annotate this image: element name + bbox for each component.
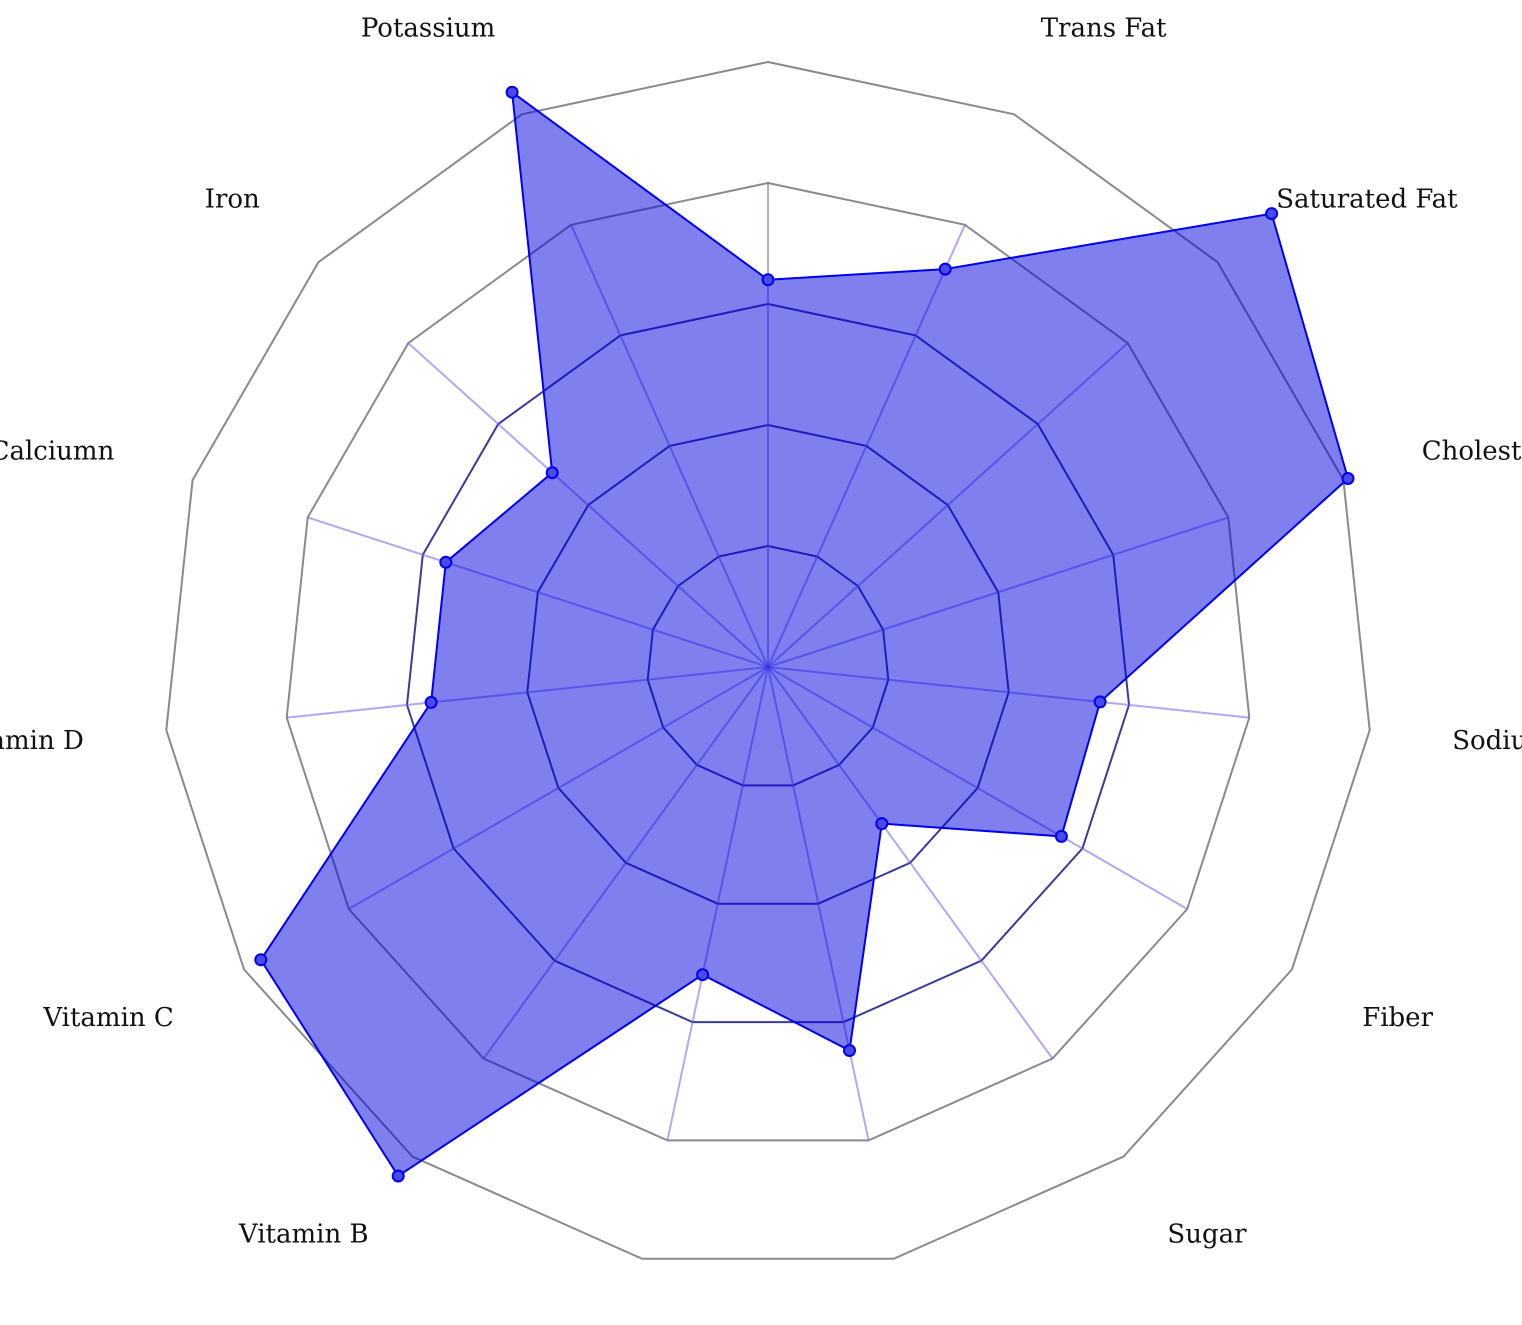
data-series [254,85,1355,1183]
axis-label-vitamin-d: Vitamin D [0,726,84,756]
data-point-vitamin-b [391,1169,405,1183]
data-point-vitamin-a [696,968,710,982]
data-point-calciumn [439,555,453,569]
axis-label-cholesterol: Cholesterol [1422,437,1522,467]
axis-label-calciumn: Calciumn [0,437,115,467]
data-point-sugar [875,817,889,831]
data-point-vitamin-d [424,695,438,709]
axis-label-sugar: Sugar [1167,1219,1247,1249]
axis-label-saturated-fat: Saturated Fat [1276,185,1458,215]
data-point-fiber [1054,829,1068,843]
data-point-trans-fat [938,262,952,276]
data-point-potassium [505,85,519,99]
data-point-saturated-fat [1265,207,1279,221]
axis-label-potassium: Potassium [361,14,495,44]
axis-label-vitamin-b: Vitamin B [238,1219,369,1249]
data-point-sodium [1093,695,1107,709]
data-point-protein [843,1044,856,1057]
axis-label-vitamin-c: Vitamin C [42,1003,173,1033]
series-area [259,90,1350,1178]
data-point-iron [545,466,559,480]
data-point-total-fat [761,273,775,287]
axis-label-iron: Iron [205,185,260,215]
axis-label-sodium: Sodium [1452,726,1522,756]
axis-label-trans-fat: Trans Fat [1041,14,1167,44]
data-point-cholesterol [1341,472,1355,485]
data-point-vitamin-c [254,953,268,967]
axis-label-fiber: Fiber [1362,1003,1433,1033]
